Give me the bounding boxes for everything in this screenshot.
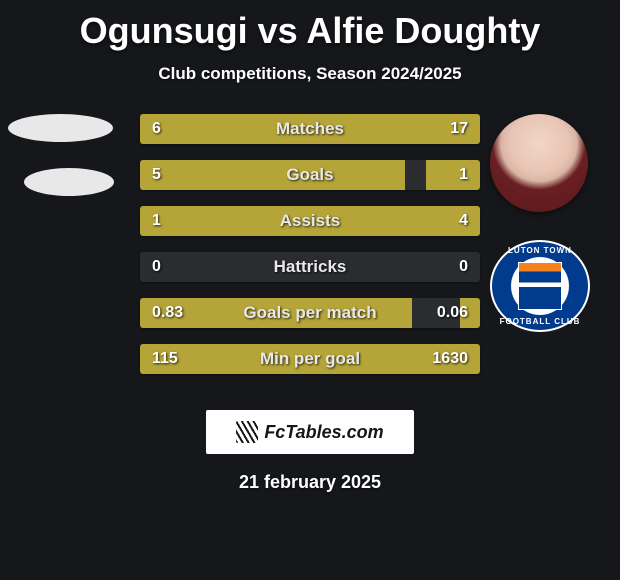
player-right-crest: LUTON TOWN FOOTBALL CLUB bbox=[490, 240, 590, 332]
player-left-crest-placeholder bbox=[24, 168, 114, 196]
crest-text-top: LUTON TOWN bbox=[490, 246, 590, 255]
bar-label: Matches bbox=[140, 114, 480, 144]
stat-row: 0.830.06Goals per match bbox=[140, 298, 480, 328]
footer-date: 21 february 2025 bbox=[0, 472, 620, 493]
bar-label: Min per goal bbox=[140, 344, 480, 374]
bar-label: Goals per match bbox=[140, 298, 480, 328]
fctables-text: FcTables.com bbox=[264, 422, 383, 443]
page-subtitle: Club competitions, Season 2024/2025 bbox=[0, 64, 620, 84]
bar-label: Goals bbox=[140, 160, 480, 190]
stat-row: 00Hattricks bbox=[140, 252, 480, 282]
stat-row: 51Goals bbox=[140, 160, 480, 190]
player-left-block bbox=[8, 114, 118, 222]
bar-label: Assists bbox=[140, 206, 480, 236]
player-left-photo-placeholder bbox=[8, 114, 113, 142]
stat-bars: 617Matches 51Goals 14Assists 00Hattricks 0.8… bbox=[140, 114, 480, 390]
bar-label: Hattricks bbox=[140, 252, 480, 282]
fctables-icon bbox=[236, 421, 258, 443]
comparison-panel: LUTON TOWN FOOTBALL CLUB 617Matches 51Goa… bbox=[0, 114, 620, 404]
stat-row: 1151630Min per goal bbox=[140, 344, 480, 374]
stat-row: 617Matches bbox=[140, 114, 480, 144]
page-title: Ogunsugi vs Alfie Doughty bbox=[0, 0, 620, 52]
fctables-logo: FcTables.com bbox=[206, 410, 414, 454]
player-right-block: LUTON TOWN FOOTBALL CLUB bbox=[490, 114, 590, 332]
stat-row: 14Assists bbox=[140, 206, 480, 236]
player-right-photo bbox=[490, 114, 588, 212]
crest-shield-icon bbox=[518, 262, 562, 310]
crest-text-bottom: FOOTBALL CLUB bbox=[490, 317, 590, 326]
